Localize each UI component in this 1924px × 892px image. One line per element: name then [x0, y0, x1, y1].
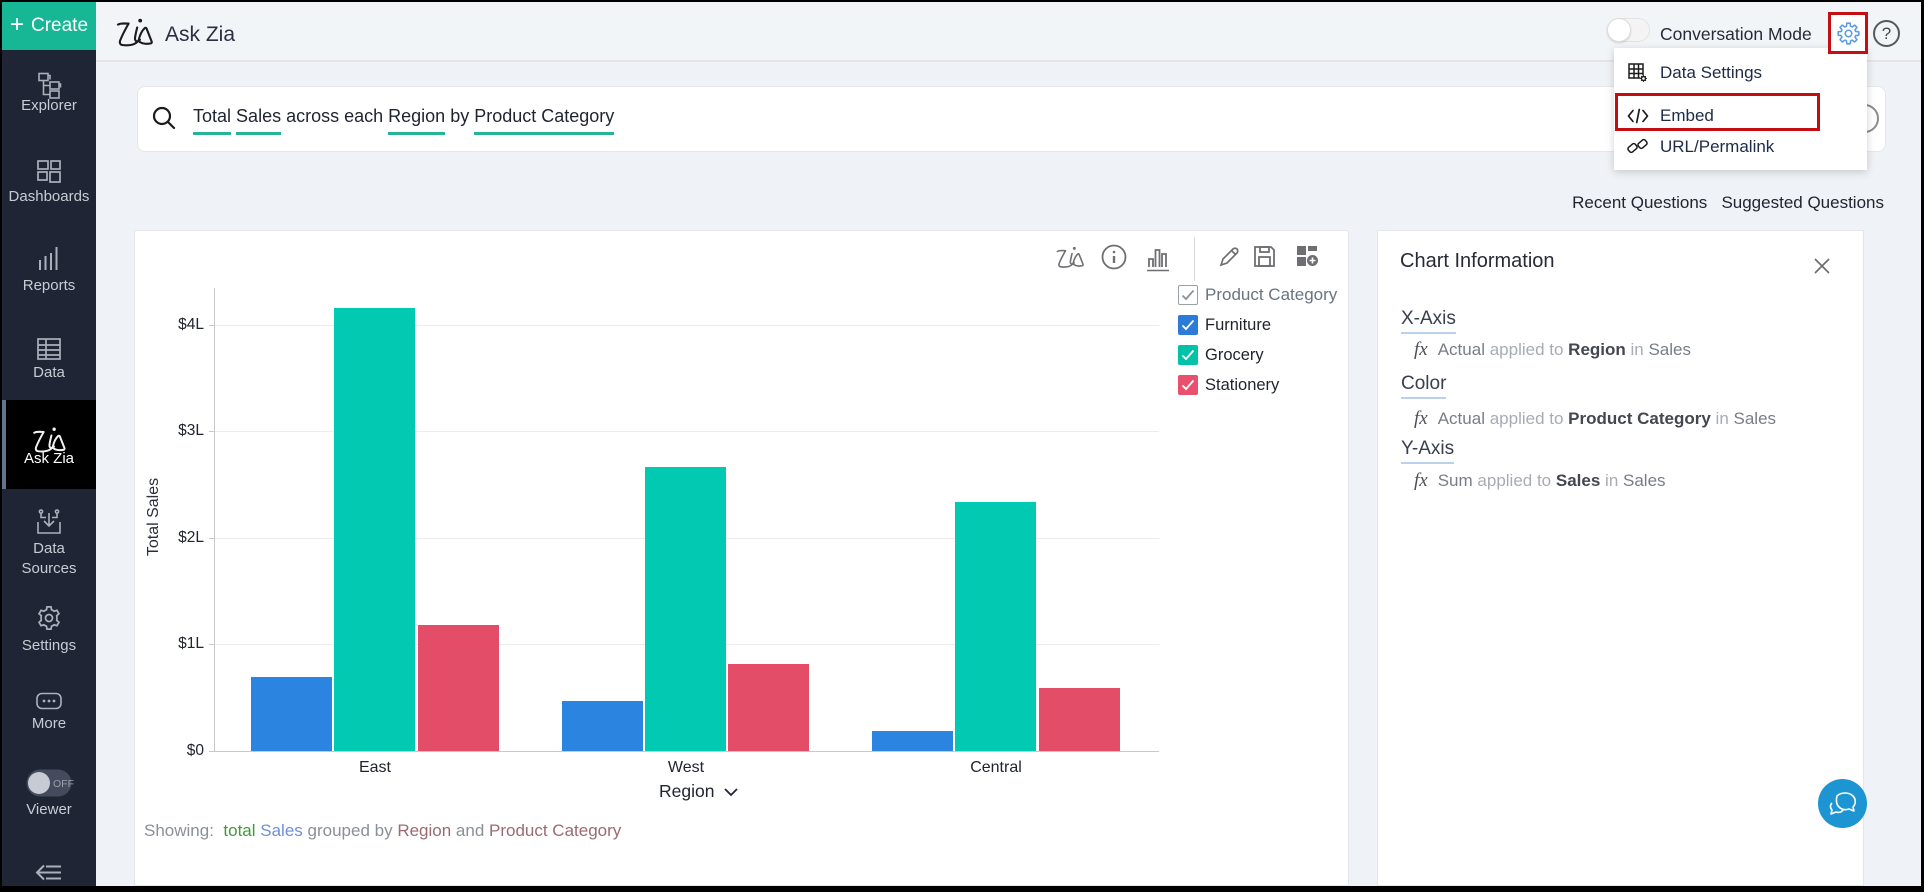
svg-text:OFF: OFF: [53, 778, 74, 790]
